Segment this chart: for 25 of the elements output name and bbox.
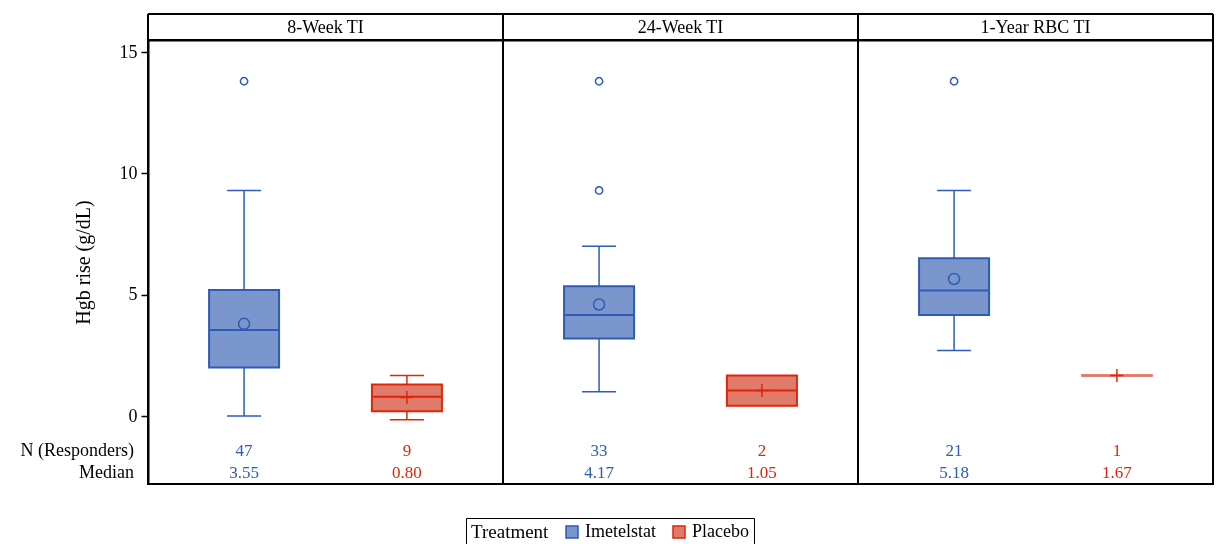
y-tick-label: 15	[119, 41, 138, 62]
x-tick-label: 24-Week TI	[637, 16, 724, 37]
text: 3.55	[229, 463, 259, 482]
text: 1.67	[1102, 463, 1132, 482]
y-tick-label: 5	[128, 284, 138, 305]
text: 5.18	[939, 463, 969, 482]
text: 1.05	[747, 463, 777, 482]
legend-title: Treatment	[471, 521, 550, 542]
text: Median	[79, 462, 134, 482]
annotation: 21	[945, 441, 963, 460]
annotation: 1	[1112, 441, 1122, 460]
x-tick-label: 1-Year RBC TI	[980, 16, 1091, 37]
text: 0.80	[392, 463, 422, 482]
legend-label: Placebo	[692, 521, 749, 541]
legend-label: Imetelstat	[585, 521, 656, 541]
y-axis-title: Hgb rise (g/dL)	[71, 200, 95, 325]
y-tick-label: 10	[119, 162, 138, 183]
x-tick-label: 8-Week TI	[287, 16, 364, 37]
text: N (Responders)	[20, 440, 134, 461]
annotation: 2	[757, 441, 767, 460]
annotation: 47	[235, 441, 254, 460]
text: 4.17	[584, 463, 614, 482]
annotation: 9	[402, 441, 412, 460]
annotation: 33	[590, 441, 608, 460]
y-tick-label: 0	[128, 405, 138, 426]
